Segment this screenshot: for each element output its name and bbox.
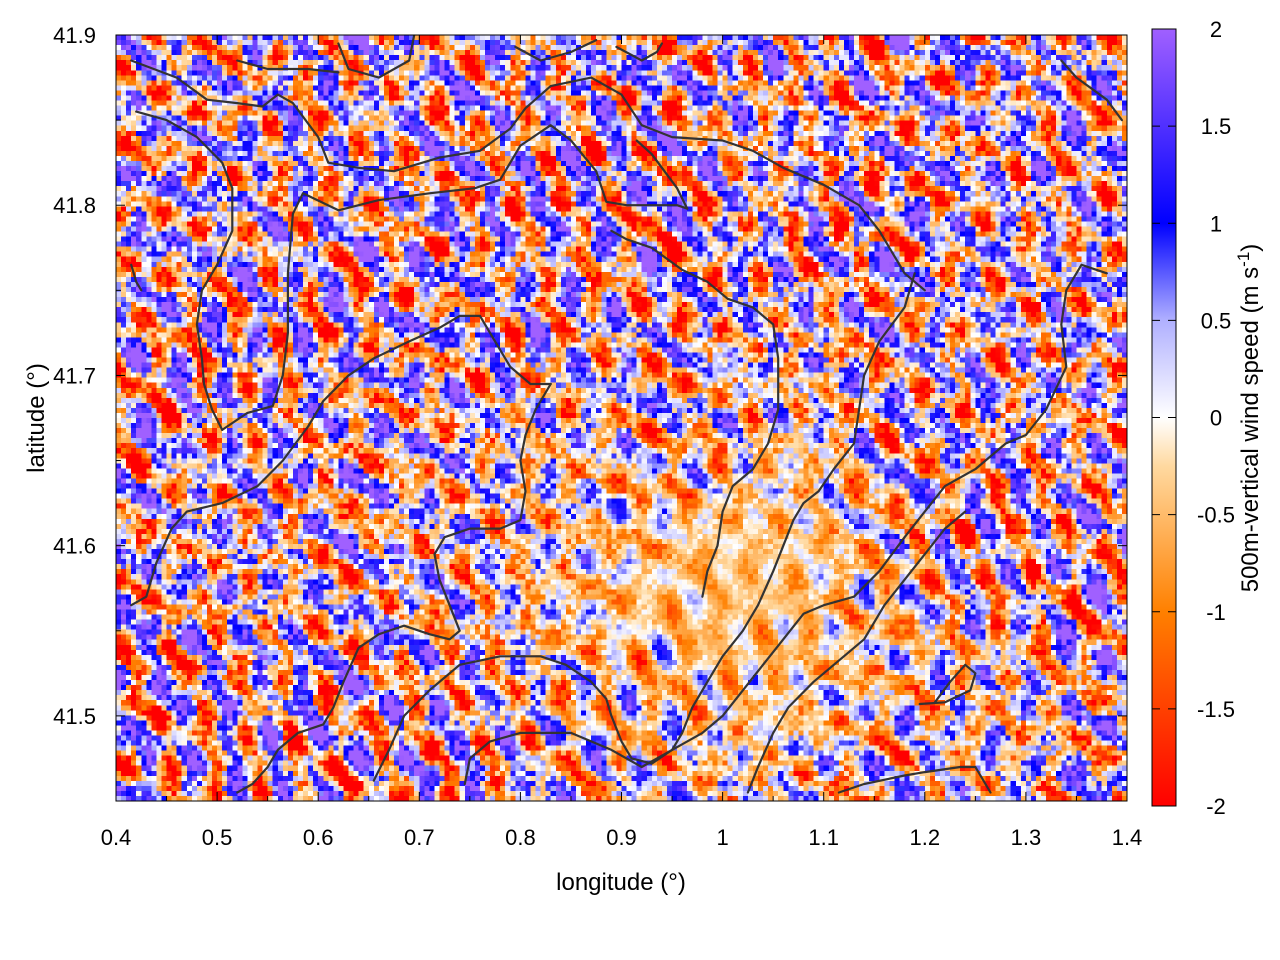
colorbar-tick-label: 2 [1210, 17, 1222, 42]
x-tick-label: 0.5 [202, 825, 233, 850]
y-tick-label: 41.8 [53, 193, 96, 218]
x-tick-label: 0.9 [606, 825, 637, 850]
x-axis: 0.4 0.5 0.6 0.7 0.8 0.9 1 1.1 1.2 1.3 1.4 [101, 35, 1143, 850]
x-tick-label: 1.2 [910, 825, 941, 850]
contour-line [130, 263, 143, 292]
colorbar-tick-label: 1.5 [1201, 114, 1232, 139]
contour-line [322, 382, 552, 726]
x-tick-label: 0.6 [303, 825, 334, 850]
contour-line [372, 272, 916, 782]
heatmap-field [116, 35, 1127, 801]
contour-line [130, 59, 926, 292]
colorbar-label-sup: -1 [1234, 252, 1253, 267]
contour-line [337, 35, 416, 79]
contour-line [514, 39, 598, 62]
colorbar-label-close: ) [1237, 244, 1264, 252]
colorbar-tick-label: -0.5 [1197, 503, 1235, 528]
x-tick-label: 0.8 [505, 825, 536, 850]
colorbar-tick-label: -2 [1206, 794, 1226, 819]
colorbar-ticks: 2 1.5 1 0.5 0 -0.5 -1 -1.5 -2 [1152, 17, 1235, 819]
heatmap-raster [116, 35, 1127, 801]
colorbar-tick-label: -1 [1206, 600, 1226, 625]
colorbar-label-main: 500m-vertical wind speed (m s [1237, 267, 1264, 592]
contour-line [918, 663, 977, 706]
colorbar: 2 1.5 1 0.5 0 -0.5 -1 -1.5 -2 500m-vertical wind… [1151, 17, 1264, 819]
contour-line [221, 124, 689, 431]
y-axis-label: latitude (°) [23, 363, 50, 473]
y-axis: 41.5 41.6 41.7 41.8 41.9 [53, 23, 1127, 802]
y-tick-label: 41.6 [53, 534, 96, 559]
x-tick-label: 1.4 [1112, 825, 1143, 850]
contour-line [610, 229, 780, 598]
y-tick-label: 41.9 [53, 23, 96, 48]
contour-lines [130, 35, 1123, 794]
contour-line [236, 723, 325, 794]
colorbar-tick-label: 0 [1210, 406, 1222, 431]
contour-line [746, 510, 967, 794]
y-tick-label: 41.5 [53, 704, 96, 729]
x-axis-label: longitude (°) [556, 869, 686, 896]
x-tick-label: 0.7 [404, 825, 435, 850]
contour-line [635, 139, 689, 210]
contour-line [837, 765, 992, 794]
contour-line [130, 314, 552, 607]
contour-line [135, 110, 234, 431]
contour-line [236, 59, 340, 74]
y-tick-label: 41.7 [53, 363, 96, 388]
colorbar-tick-label: -1.5 [1197, 697, 1235, 722]
x-tick-label: 1 [716, 825, 728, 850]
colorbar-label: 500m-vertical wind speed (m s-1) [1234, 244, 1264, 593]
colorbar-tick-label: 1 [1210, 211, 1222, 236]
x-tick-label: 1.1 [808, 825, 839, 850]
colorbar-tick-label: 0.5 [1201, 308, 1232, 333]
contour-line [615, 42, 663, 62]
x-tick-label: 1.3 [1011, 825, 1042, 850]
contour-line [1060, 59, 1123, 122]
contour-line [463, 263, 1108, 786]
x-tick-label: 0.4 [101, 825, 132, 850]
